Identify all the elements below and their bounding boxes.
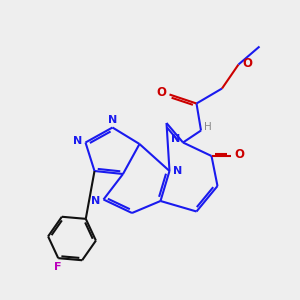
Text: N: N: [73, 136, 82, 146]
Text: O: O: [242, 56, 252, 70]
Text: N: N: [92, 196, 100, 206]
Text: O: O: [156, 85, 167, 99]
Text: F: F: [55, 262, 62, 272]
Text: N: N: [108, 115, 117, 125]
Text: O: O: [234, 148, 244, 161]
Text: N: N: [173, 166, 182, 176]
Text: H: H: [204, 122, 212, 133]
Text: N: N: [171, 134, 180, 145]
